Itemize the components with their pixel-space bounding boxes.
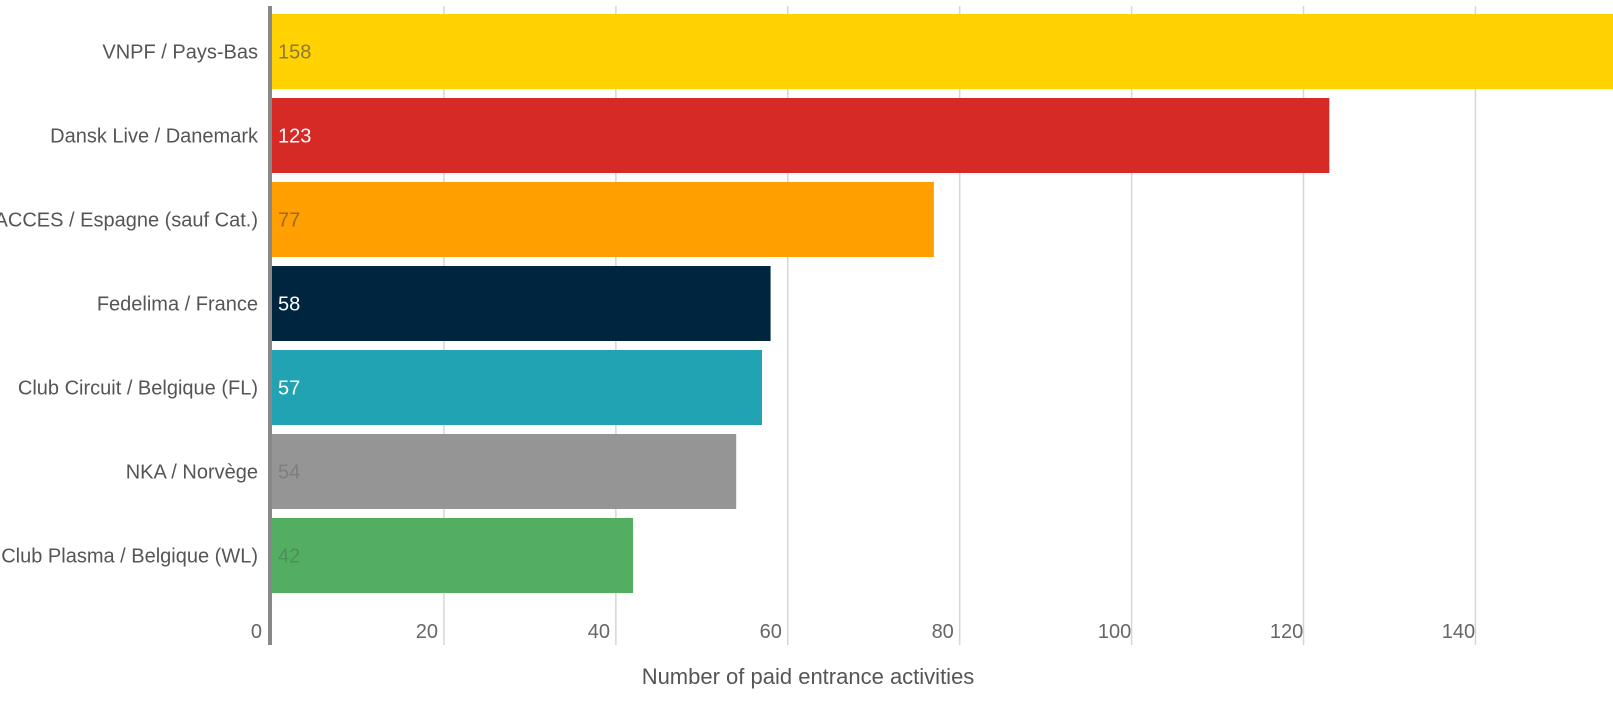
bar [272,518,634,593]
x-tick-label: 0 [251,621,262,643]
x-tick-label: 80 [932,621,954,643]
x-tick-label: 100 [1098,621,1131,643]
bar [272,266,771,341]
x-tick-labels: 0 20 40 60 80 100 120 140 [251,621,1475,643]
bar [272,350,762,425]
category-label: Dansk Live / Danemark [50,126,259,148]
bar [272,14,1613,89]
x-tick-label: 60 [760,621,782,643]
bar [272,182,934,257]
data-label: 54 [278,462,300,484]
x-tick-label: 120 [1270,621,1303,643]
category-label: Club Plasma / Belgique (WL) [1,546,258,568]
category-label: Club Circuit / Belgique (FL) [18,378,258,400]
bar [272,434,737,509]
x-tick-label: 20 [416,621,438,643]
bars: 158 123 77 58 57 54 42 [272,14,1613,593]
data-label: 158 [278,42,311,64]
category-label: NKA / Norvège [126,462,258,484]
x-tick-label: 140 [1442,621,1475,643]
category-label: ACCES / Espagne (sauf Cat.) [0,210,258,232]
data-label: 57 [278,378,300,400]
x-axis-title: Number of paid entrance activities [642,664,975,689]
category-labels: VNPF / Pays-Bas Dansk Live / Danemark ACCE… [0,42,259,568]
data-label: 77 [278,210,300,232]
bar [272,98,1330,173]
data-label: 42 [278,546,300,568]
data-label: 58 [278,294,300,316]
data-label: 123 [278,126,311,148]
category-label: VNPF / Pays-Bas [102,42,258,64]
category-label: Fedelima / France [97,294,258,316]
x-tick-label: 40 [588,621,610,643]
